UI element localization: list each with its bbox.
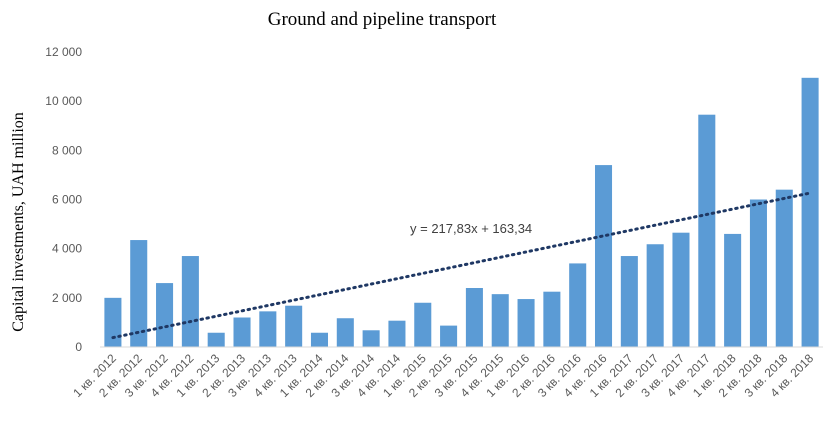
bar: [104, 297, 122, 347]
bar: [698, 114, 716, 347]
bar: [775, 189, 793, 347]
bar-series: [104, 77, 819, 347]
y-tick-label: 2 000: [52, 291, 82, 305]
bar: [336, 318, 354, 347]
y-tick-label: 8 000: [52, 143, 82, 157]
bar: [543, 291, 561, 347]
trendline-equation: y = 217,83x + 163,34: [410, 221, 532, 236]
bar: [646, 244, 664, 347]
bar: [233, 317, 251, 347]
bar: [517, 299, 535, 347]
bar: [181, 256, 199, 347]
bar: [749, 199, 767, 347]
bar: [259, 311, 277, 347]
bar: [388, 320, 406, 347]
bar: [465, 288, 483, 347]
bar: [672, 232, 690, 347]
y-axis-label: Capital investments, UAH million: [10, 112, 27, 332]
bar: [620, 256, 638, 347]
bar: [594, 165, 613, 347]
y-tick-label: 12 000: [45, 45, 82, 59]
bar: [310, 332, 329, 347]
bar: [362, 330, 380, 347]
bar: [724, 233, 742, 347]
bar: [491, 294, 509, 347]
y-tick-label: 4 000: [52, 242, 82, 256]
bar: [285, 305, 303, 347]
bar: [440, 325, 458, 347]
bar: [569, 263, 587, 347]
y-tick-label: 6 000: [52, 193, 82, 207]
bar: [414, 302, 432, 347]
y-axis-ticks: 0 2 000 4 000 6 000 8 000 10 000 12 000: [45, 45, 82, 354]
y-tick-label: 0: [75, 340, 82, 354]
bar: [130, 240, 148, 347]
bar: [801, 77, 819, 347]
trendline: [111, 191, 812, 340]
y-tick-label: 10 000: [45, 94, 82, 108]
chart-title: Ground and pipeline transport: [268, 9, 497, 30]
bar: [156, 283, 174, 347]
bar: [207, 332, 225, 347]
